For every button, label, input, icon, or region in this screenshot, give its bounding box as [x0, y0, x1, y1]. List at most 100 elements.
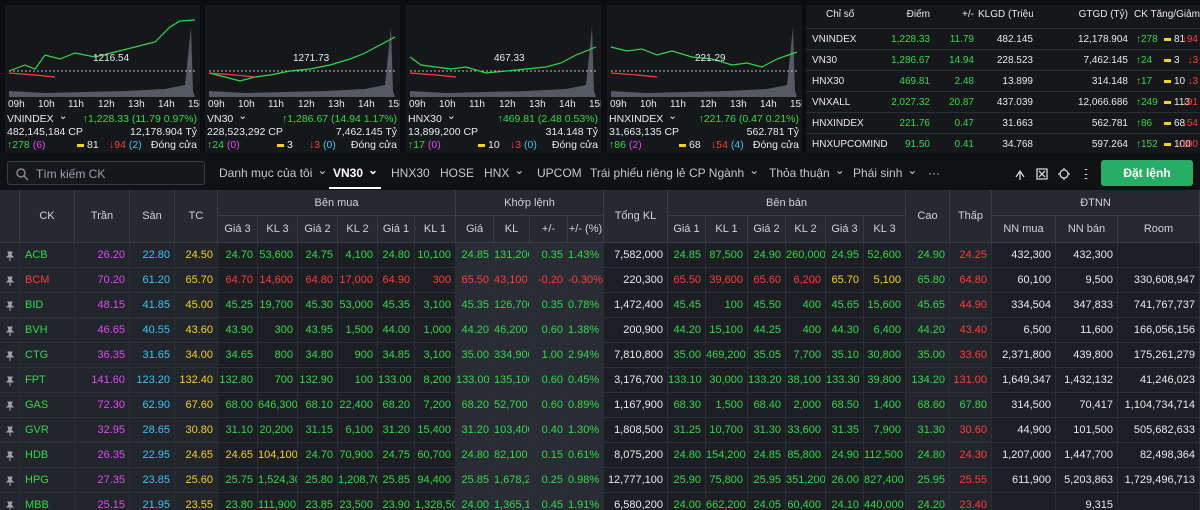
board-cell: ACB	[20, 243, 75, 268]
index-cell: 597.264	[1091, 139, 1128, 150]
board-cell: 31.65	[130, 343, 175, 368]
tab[interactable]: HNX30	[391, 166, 430, 180]
board-cell: 24.20	[906, 493, 950, 510]
volume: 31,663,135 CP	[609, 126, 680, 138]
board-cell: 31.35	[826, 418, 864, 443]
pin-icon[interactable]	[0, 343, 20, 368]
board-cell: 41,246,023	[1118, 368, 1200, 393]
time-label: 12h	[98, 99, 115, 110]
board-cell: 41.85	[130, 293, 175, 318]
board-cell: 9,500	[1056, 268, 1118, 293]
order-button[interactable]: Đặt lệnh	[1101, 160, 1193, 186]
board-cell: 36.35	[75, 343, 130, 368]
tab[interactable]: UPCOM	[537, 166, 582, 180]
column-header: Giá 2	[298, 216, 338, 243]
column-header: NN bán	[1056, 216, 1118, 243]
toolbar-icon[interactable]	[1079, 167, 1093, 181]
board-cell: 24.80	[378, 243, 415, 268]
board-cell: 67.60	[175, 393, 218, 418]
board-cell: 1,729,496,713	[1118, 468, 1200, 493]
tab[interactable]: VN30	[333, 166, 378, 180]
board-cell: 141.60	[75, 368, 130, 393]
index-name[interactable]: VN30	[207, 113, 247, 125]
tab[interactable]: Trái phiếu riêng lẻ	[590, 166, 686, 180]
board-cell: 135,100	[494, 368, 530, 393]
group-header: Bên bán	[668, 190, 906, 216]
pin-icon[interactable]	[0, 268, 20, 293]
row-line	[806, 70, 1200, 71]
board-cell: 111,900	[258, 493, 298, 510]
tab[interactable]: HNX	[484, 166, 524, 180]
board-cell: 67.80	[950, 393, 992, 418]
board-cell: 75,800	[706, 468, 748, 493]
board-cell: 646,300	[258, 393, 298, 418]
tab[interactable]: CP Ngành	[689, 166, 759, 180]
board-cell: 0.89%	[568, 393, 604, 418]
board-cell: 44.20	[668, 318, 706, 343]
tab[interactable]: HOSE	[440, 166, 475, 180]
time-label: 12h	[499, 99, 516, 110]
pin-icon[interactable]	[0, 468, 20, 493]
board-cell: HPG	[20, 468, 75, 493]
board-cell: 6,100	[338, 418, 378, 443]
index-name[interactable]: VNINDEX	[7, 113, 68, 125]
column-header: Trần	[75, 190, 130, 243]
board-cell: 31.30	[906, 418, 950, 443]
board-cell: 24.50	[175, 243, 218, 268]
column-header: Giá	[456, 216, 494, 243]
board-cell: 400	[786, 293, 826, 318]
board-cell: 611,900	[992, 468, 1056, 493]
column-header: CK	[20, 190, 75, 243]
index-name: HNXINDEX	[812, 118, 864, 129]
index-change: 221.76 (0.47 0.21%)	[699, 113, 799, 125]
board-cell: 1,167,900	[604, 393, 668, 418]
toolbar-icon[interactable]	[1057, 167, 1071, 181]
pin-icon[interactable]	[0, 318, 20, 343]
pin-icon[interactable]	[0, 243, 20, 268]
board-cell: 28.65	[130, 418, 175, 443]
board-cell: GAS	[20, 393, 75, 418]
tab[interactable]: Phái sinh	[853, 166, 917, 180]
index-cell: 12,066.686	[1077, 97, 1128, 108]
board-cell: 24.70	[298, 443, 338, 468]
board-cell: 330,608,947	[1118, 268, 1200, 293]
toolbar-icon[interactable]	[1035, 167, 1049, 181]
board-cell: 1,208,700	[338, 468, 378, 493]
pin-icon[interactable]	[0, 368, 20, 393]
pin-icon[interactable]	[0, 443, 20, 468]
board-cell: 24.85	[748, 443, 786, 468]
column-header: KL 1	[706, 216, 748, 243]
board-cell: BVH	[20, 318, 75, 343]
board-cell: 26.20	[75, 243, 130, 268]
search-box[interactable]: Tìm kiếm CK	[7, 161, 205, 185]
tab[interactable]: ···	[928, 166, 940, 180]
toolbar-icon[interactable]	[1013, 167, 1027, 181]
pin-icon[interactable]	[0, 493, 20, 510]
time-label: 11h	[268, 99, 284, 110]
down-count: 3	[309, 139, 320, 151]
tab[interactable]: Thỏa thuận	[769, 166, 845, 180]
board-cell: 0.25	[530, 468, 568, 493]
board-cell: 469,200	[706, 343, 748, 368]
pin-icon[interactable]	[0, 418, 20, 443]
status: Đóng cửa	[150, 139, 197, 151]
board-cell: 39,600	[706, 268, 748, 293]
board-cell: 1.91%	[568, 493, 604, 510]
board-cell: 24.80	[456, 443, 494, 468]
board-cell: 33,600	[786, 418, 826, 443]
up-count: 249	[1136, 97, 1158, 108]
index-name[interactable]: HNX30	[408, 113, 456, 125]
board-cell: 104,100	[258, 443, 298, 468]
board-cell: 4,100	[338, 243, 378, 268]
board-cell: 25.80	[298, 468, 338, 493]
time-label: 14h	[559, 99, 576, 110]
board-cell: 70,417	[1056, 393, 1118, 418]
group-header: ĐTNN	[992, 190, 1200, 216]
board-cell: 25.90	[668, 468, 706, 493]
unchanged-count: 81	[77, 139, 99, 151]
pin-icon[interactable]	[0, 293, 20, 318]
tab[interactable]: Danh mục của tôi	[219, 166, 327, 180]
index-name[interactable]: HNXINDEX	[609, 113, 677, 125]
pin-icon[interactable]	[0, 393, 20, 418]
